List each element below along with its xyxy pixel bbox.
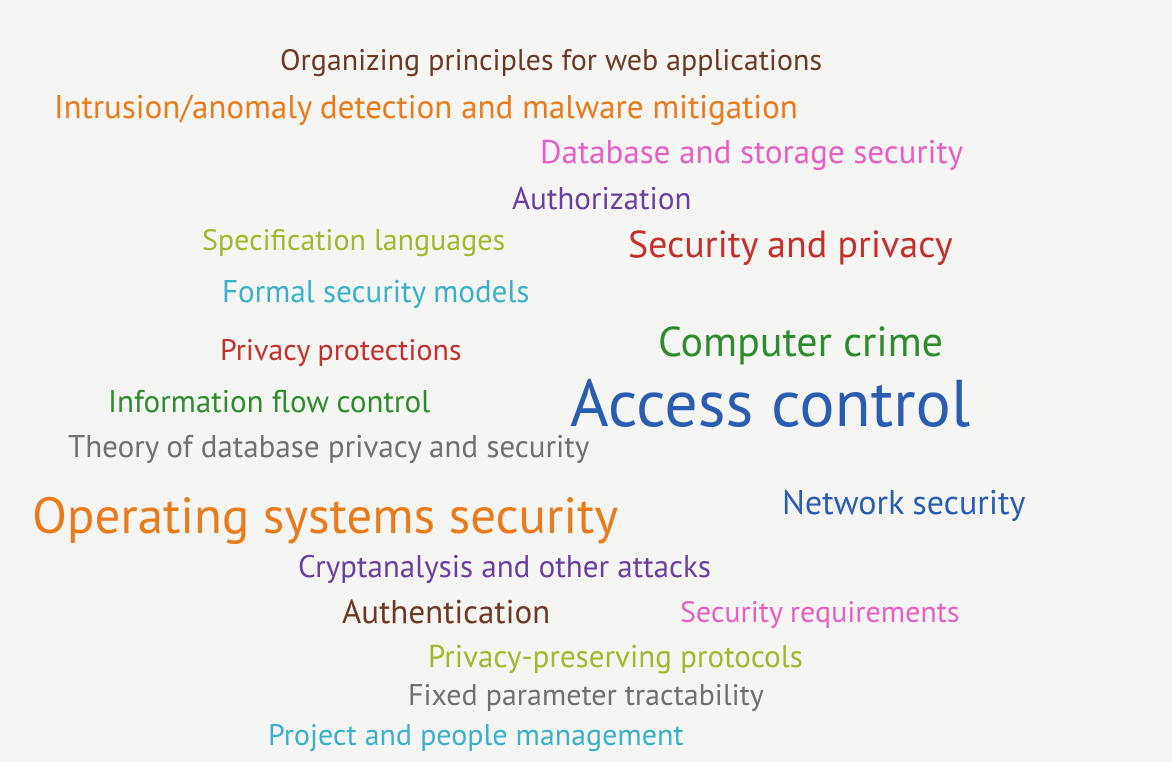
wordcloud-term: Privacy-preserving protocols	[428, 640, 803, 671]
wordcloud-term: Project and people management	[268, 720, 684, 750]
wordcloud-term: Security requirements	[680, 597, 960, 627]
wordcloud-term: Privacy protections	[220, 335, 462, 365]
wordcloud-term: Operating systems security	[32, 490, 618, 541]
wordcloud-term: Computer crime	[658, 320, 943, 362]
wordcloud-term: Specification languages	[202, 225, 505, 255]
wordcloud-term: Access control	[570, 370, 970, 436]
wordcloud-term: Authorization	[512, 182, 691, 213]
wordcloud-term: Database and storage security	[540, 135, 963, 168]
wordcloud-term: Information flow control	[108, 385, 430, 416]
wordcloud-term: Network security	[782, 485, 1025, 519]
wordcloud-term: Organizing principles for web applicatio…	[280, 45, 822, 75]
wordcloud-term: Formal security models	[222, 275, 530, 306]
wordcloud-term: Cryptanalysis and other attacks	[298, 550, 711, 581]
wordcloud-term: Fixed parameter tractability	[408, 680, 764, 710]
wordcloud-term: Theory of database privacy and security	[68, 430, 589, 461]
wordcloud-term: Intrusion/anomaly detection and malware …	[54, 90, 798, 123]
wordcloud-term: Security and privacy	[628, 225, 953, 263]
wordcloud-term: Authentication	[342, 595, 550, 628]
